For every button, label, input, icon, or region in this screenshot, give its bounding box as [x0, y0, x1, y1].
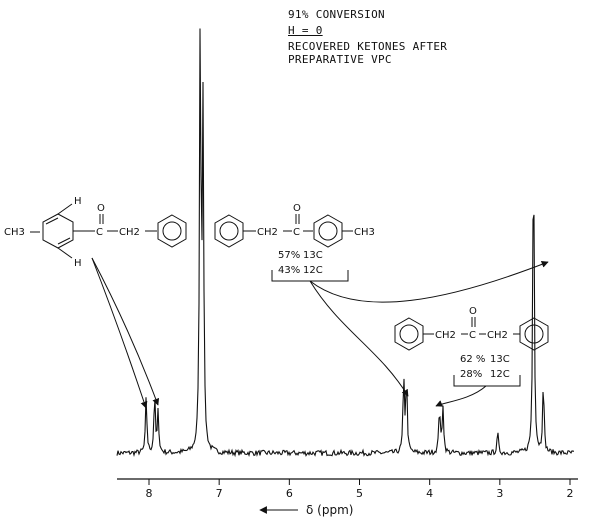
- left-h-bottom-text: H: [74, 258, 82, 269]
- recovered-note-line1: RECOVERED KETONES AFTER: [288, 40, 448, 53]
- left-carbonyl-c-text: C: [96, 227, 103, 238]
- spectrum-trace: [116, 28, 574, 458]
- left-ch3-text: CH3: [4, 227, 25, 238]
- middle-label-12c: 12C: [303, 265, 323, 276]
- x-tick-label-8: 8: [146, 487, 153, 500]
- middle-arrow-to-ch3: [309, 261, 549, 303]
- x-axis-label: δ (ppm): [306, 503, 353, 517]
- x-tick-label-4: 4: [426, 487, 433, 500]
- left-h-top-text: H: [74, 196, 82, 207]
- right-label-12c: 12C: [490, 369, 510, 380]
- right-arrow-to-ch2: [435, 385, 487, 407]
- h-value-note: H = 0: [288, 24, 323, 37]
- middle-ch3-text: CH3: [354, 227, 375, 238]
- left-h-arrow-2: [91, 257, 160, 406]
- middle-pct-12c: 43%: [278, 265, 300, 276]
- x-tick-label-6: 6: [286, 487, 293, 500]
- right-ch2-left-text: CH2: [435, 330, 456, 341]
- middle-pct-13c: 57%: [278, 250, 300, 261]
- right-phenyl-ring-right: [519, 317, 549, 351]
- x-tick-label-2: 2: [567, 487, 574, 500]
- left-compound-structure: CH3 H H C O CH2: [4, 196, 187, 269]
- middle-ch2-text: CH2: [257, 227, 278, 238]
- x-tick-label-3: 3: [496, 487, 503, 500]
- middle-compound-structure: CH2 C O CH3 57% 13C 43% 12C: [214, 203, 375, 282]
- right-compound-structure: CH2 C O CH2 62 % 13C 28% 12C: [394, 306, 549, 387]
- x-axis-ticks: 8 7 6 5 4 3 2: [146, 479, 574, 500]
- x-tick-label-7: 7: [216, 487, 223, 500]
- middle-arrow-to-ch2: [309, 280, 409, 397]
- right-ch2-right-text: CH2: [487, 330, 508, 341]
- middle-phenyl-ring: [214, 214, 244, 248]
- middle-carbonyl-c-text: C: [293, 227, 300, 238]
- middle-tolyl-ring: [313, 214, 343, 248]
- middle-label-13c: 13C: [303, 250, 323, 261]
- right-carbonyl-o-text: O: [469, 306, 477, 317]
- left-h-arrow-1: [91, 257, 148, 409]
- right-bracket: [453, 375, 521, 387]
- conversion-note: 91% CONVERSION: [288, 8, 385, 21]
- recovered-note-line2: PREPARATIVE VPC: [288, 53, 392, 66]
- left-carbonyl-o-text: O: [97, 203, 105, 214]
- right-carbonyl-c-text: C: [469, 330, 476, 341]
- left-ch2-text: CH2: [119, 227, 140, 238]
- right-pct-12c: 28%: [460, 369, 482, 380]
- left-benzene-ring: [42, 213, 74, 249]
- right-pct-13c: 62 %: [460, 354, 485, 365]
- right-label-13c: 13C: [490, 354, 510, 365]
- middle-carbonyl-o-text: O: [293, 203, 301, 214]
- x-tick-label-5: 5: [356, 487, 363, 500]
- right-phenyl-ring-left: [394, 317, 424, 351]
- left-phenyl-ring: [157, 214, 187, 248]
